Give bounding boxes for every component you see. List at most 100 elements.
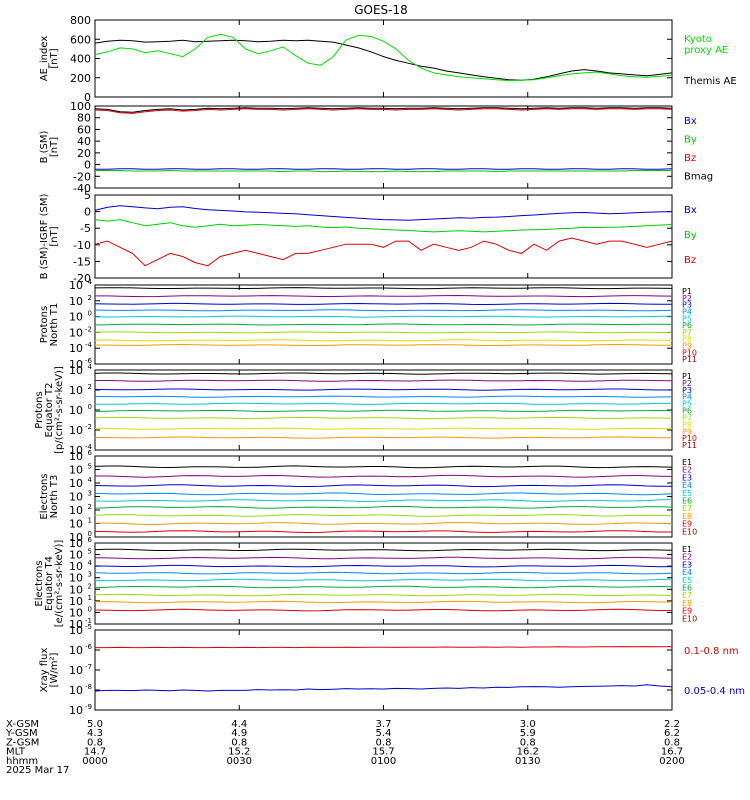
series-p5 — [94, 315, 673, 318]
legend-entry: P11 — [682, 441, 697, 450]
series-p8 — [94, 339, 673, 342]
series-e8 — [94, 600, 673, 604]
legend-entry: By — [684, 230, 697, 241]
y-tick-label: 10 — [69, 684, 83, 697]
footer-value: 3.7 — [376, 719, 392, 730]
footer-value: 3.0 — [520, 719, 536, 730]
y-tick-label: 10 — [69, 531, 83, 544]
footer-value: 5.0 — [87, 719, 103, 730]
y-tick-label: 10 — [69, 560, 83, 573]
footer-value: 4.4 — [231, 719, 247, 730]
legend-entry: P8 — [682, 335, 692, 344]
y-tick-label: 10 — [69, 477, 83, 490]
footer-value: 0.8 — [231, 737, 247, 748]
legend-entry: P9 — [682, 342, 692, 351]
footer-value: 15.2 — [228, 747, 250, 758]
y-tick-label: 200 — [70, 72, 91, 85]
series-p9 — [94, 436, 672, 439]
panel-electrons_t3: 10 0 10 1 10 2 10 3 10 4 10 5 10 6 Electrons North T3 E1… — [39, 449, 697, 544]
legend-entry: Themis AE — [683, 76, 737, 87]
footer-value: 0.8 — [664, 737, 680, 748]
legend-entry: P9 — [682, 427, 692, 436]
y-tick-exponent: -5 — [85, 623, 92, 631]
legend-entry: 0.05-0.4 nm — [684, 686, 745, 697]
y-tick-label: 40 — [77, 135, 91, 148]
legend-entry: P11 — [682, 355, 697, 364]
footer-value: 16.2 — [517, 747, 539, 758]
legend-entry: P10 — [682, 348, 697, 357]
legend-entry: E4 — [682, 481, 692, 490]
y-tick-label: 10 — [69, 518, 83, 531]
footer-value: 5.4 — [376, 728, 392, 739]
y-tick-label: 10 — [69, 537, 83, 550]
legend-entry: Bz — [684, 153, 696, 164]
y-tick-label: 10 — [69, 424, 83, 437]
footer-label: MLT — [6, 747, 26, 758]
legend-entry: P1 — [682, 372, 692, 381]
legend-entry: E8 — [682, 512, 692, 521]
y-tick-label: 80 — [77, 112, 91, 125]
panel-frame — [94, 194, 673, 279]
y-axis-label: [nT] — [49, 48, 60, 68]
series-e5 — [94, 499, 673, 502]
legend-entry: E10 — [682, 527, 697, 536]
y-tick-label: 10 — [69, 311, 83, 324]
y-tick-exponent: 2 — [88, 383, 92, 391]
y-tick-exponent: 2 — [88, 294, 92, 302]
y-axis-label: B (SM) — [39, 130, 50, 163]
y-tick-exponent: 4 — [88, 476, 93, 484]
legend-entry: E3 — [682, 473, 692, 482]
series-xray-short — [94, 684, 673, 692]
footer-value: 0000 — [82, 756, 107, 767]
legend-entry: E8 — [682, 599, 692, 608]
y-tick-label: 10 — [69, 326, 83, 339]
footer-value: 6.2 — [664, 728, 680, 739]
legend-entry: E5 — [682, 576, 692, 585]
y-tick-exponent: 4 — [88, 559, 93, 567]
y-axis-label: North T1 — [49, 303, 60, 347]
legend-entry: E3 — [682, 560, 692, 569]
y-axis-label: [W/m²] — [49, 652, 60, 687]
footer-label: Z-GSM — [6, 737, 39, 748]
y-tick-label: -15 — [73, 255, 91, 268]
legend-entry: Bz — [684, 255, 696, 266]
y-tick-exponent: -2 — [85, 423, 92, 431]
legend-entry: P2 — [682, 379, 692, 388]
y-tick-exponent: 0 — [88, 530, 92, 538]
footer-value: 0130 — [515, 756, 540, 767]
y-axis-label: Xray flux — [39, 648, 50, 693]
series-e6 — [94, 585, 673, 589]
y-tick-label: 10 — [69, 606, 83, 619]
footer-value: 0030 — [227, 756, 252, 767]
legend-entry: E4 — [682, 568, 692, 577]
y-tick-label: 0 — [84, 159, 91, 172]
y-tick-exponent: 2 — [88, 582, 92, 590]
y-tick-label: 0 — [84, 91, 91, 104]
y-axis-label: Electrons — [34, 560, 45, 606]
legend-entry: Kyoto — [684, 34, 712, 45]
series-p2 — [95, 294, 673, 298]
legend-entry: E9 — [682, 520, 692, 529]
series-p3 — [94, 302, 672, 306]
series-e9 — [94, 608, 672, 612]
y-tick-label: 10 — [69, 549, 83, 562]
y-tick-exponent: -1 — [85, 617, 92, 625]
legend-entry: E1 — [682, 458, 692, 467]
series-p6 — [94, 323, 673, 326]
y-tick-exponent: 4 — [88, 363, 93, 371]
legend-entry: P7 — [682, 413, 692, 422]
series-by — [95, 169, 672, 173]
y-tick-exponent: 6 — [88, 536, 93, 544]
legend-entry: P5 — [682, 400, 692, 409]
y-tick-label: 10 — [69, 572, 83, 585]
y-axis-label: Equator T2 — [44, 383, 55, 438]
legend-entry: Bx — [684, 116, 697, 127]
footer-value: 4.3 — [87, 728, 103, 739]
footer-value: 0.8 — [520, 737, 536, 748]
y-axis-label: AE_index — [39, 36, 50, 82]
legend-entry: P1 — [682, 287, 692, 296]
